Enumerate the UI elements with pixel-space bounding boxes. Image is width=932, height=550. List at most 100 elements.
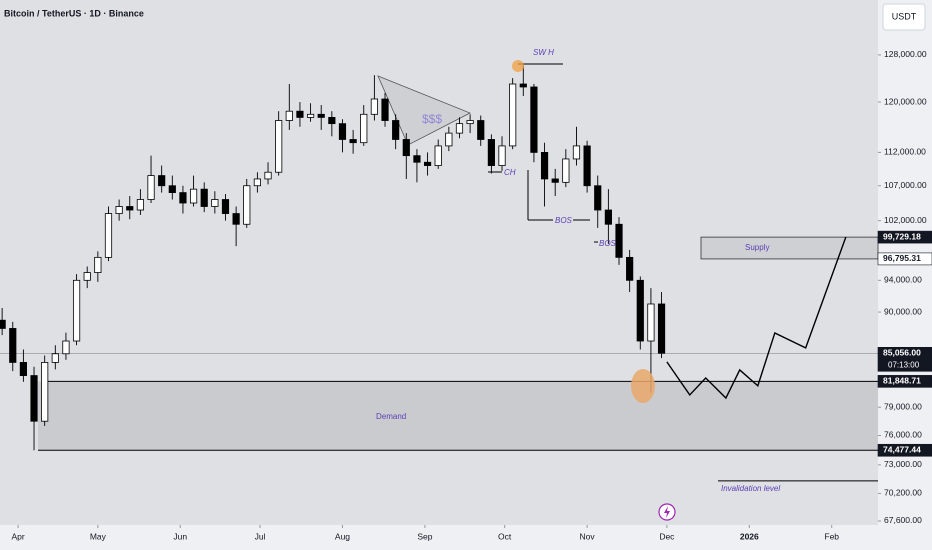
- price-level-label: 85,056.00: [883, 348, 921, 358]
- price-level-label: 74,477.44: [883, 445, 921, 455]
- y-tick-label: 73,000.00: [884, 459, 922, 469]
- candle-body: [30, 375, 38, 422]
- x-axis-panel: [0, 525, 878, 550]
- candle-body: [477, 120, 485, 140]
- candle-body: [370, 98, 378, 115]
- candle-body: [349, 139, 357, 144]
- candle-body: [0, 319, 6, 329]
- candle-body: [583, 145, 591, 187]
- candle-body: [455, 123, 464, 134]
- candle-body: [381, 98, 389, 121]
- candle-body: [83, 272, 91, 281]
- candle-body: [41, 362, 49, 422]
- candle-body: [104, 213, 113, 258]
- y-tick-label: 67,600.00: [884, 515, 922, 525]
- candle-body: [445, 132, 453, 147]
- candle-body: [328, 117, 336, 125]
- candle-body: [253, 178, 261, 187]
- axes: 128,000.00 120,000.00 112,000.00 107,000.00…: [11, 49, 932, 541]
- invalidation-label: Invalidation level: [721, 484, 780, 493]
- candle-body: [392, 120, 400, 140]
- price-level-label: 81,848.71: [883, 376, 921, 386]
- zones: [0, 236, 879, 451]
- candle-body: [487, 139, 495, 166]
- candle-body: [158, 175, 166, 187]
- demand-zone: [38, 381, 878, 451]
- ch-label: CH: [504, 168, 516, 177]
- y-axis-panel: [878, 0, 932, 550]
- candle-body: [434, 145, 442, 166]
- candle-body: [338, 123, 347, 140]
- x-tick-label: Jun: [173, 531, 187, 541]
- candle-body: [232, 213, 240, 225]
- price-level-label: 99,729.18: [883, 231, 921, 241]
- candle-body: [115, 206, 123, 214]
- x-tick-label: Oct: [498, 531, 512, 541]
- candle-body: [200, 188, 208, 207]
- y-tick-label: 79,000.00: [884, 401, 922, 411]
- x-tick-label: Feb: [824, 531, 839, 541]
- candle-body: [168, 185, 176, 193]
- currency-button[interactable]: [882, 3, 926, 31]
- candle-body: [62, 340, 70, 355]
- y-tick-label: 102,000.00: [884, 215, 927, 225]
- price-level-box: [877, 443, 932, 457]
- candle-body: [275, 120, 283, 173]
- candle-body: [519, 83, 527, 88]
- demand-label: Demand: [376, 412, 406, 421]
- candle-body: [136, 199, 144, 211]
- candle-body: [413, 155, 421, 163]
- candle-body: [51, 353, 59, 363]
- y-tick-label: 128,000.00: [884, 49, 927, 59]
- candle-body: [306, 113, 315, 118]
- swing-high-marker: [512, 60, 524, 72]
- y-tick-label: 112,000.00: [884, 147, 926, 157]
- candle-body: [221, 199, 230, 214]
- candle-body: [402, 139, 410, 157]
- x-tick-label: Dec: [659, 531, 675, 541]
- bos-label: BOS: [555, 216, 573, 225]
- candle-body: [9, 328, 17, 363]
- candles: [0, 65, 666, 451]
- candle-body: [604, 209, 612, 225]
- reaction-marker: [631, 369, 655, 403]
- countdown: 07:13:00: [888, 360, 920, 369]
- candle-body: [189, 188, 198, 204]
- candle-body: [540, 152, 549, 180]
- candle-body: [594, 185, 602, 211]
- candle-body: [285, 110, 293, 121]
- candle-body: [264, 171, 272, 180]
- swing-high-label: SW H: [533, 48, 554, 57]
- candle-body: [657, 303, 666, 354]
- candle-body: [647, 303, 655, 342]
- candle-body: [423, 161, 432, 166]
- liquidity-wedge: [377, 75, 471, 146]
- candle-body: [636, 279, 644, 342]
- currency-label: USDT: [892, 11, 917, 21]
- y-tick-label: 120,000.00: [884, 96, 927, 106]
- candle-body: [126, 206, 134, 211]
- plot-background: [0, 0, 878, 525]
- candle-body: [530, 86, 538, 153]
- candle-body: [466, 120, 474, 125]
- liquidity-label: $$$: [422, 112, 442, 126]
- candle-body: [179, 192, 187, 204]
- x-tick-label: 2026: [740, 531, 759, 541]
- x-tick-label: Aug: [335, 531, 350, 541]
- candle-body: [551, 178, 559, 183]
- price-level-box: [877, 230, 932, 244]
- y-tick-label: 76,000.00: [884, 430, 922, 440]
- price-level-box: [877, 252, 932, 266]
- y-tick-label: 107,000.00: [884, 180, 927, 190]
- candle-body: [243, 185, 251, 225]
- y-tick-label: 90,000.00: [884, 306, 922, 316]
- chart-title: Bitcoin / TetherUS · 1D · Binance: [4, 8, 144, 18]
- price-level-label: 96,795.31: [883, 253, 921, 263]
- annotations: SW H CH BOS BOS $$$ Supply Demand: [376, 48, 769, 521]
- x-tick-label: Apr: [11, 531, 24, 541]
- price-level-box: [877, 375, 932, 388]
- candle-body: [317, 113, 325, 118]
- bos-label: BOS: [599, 239, 617, 248]
